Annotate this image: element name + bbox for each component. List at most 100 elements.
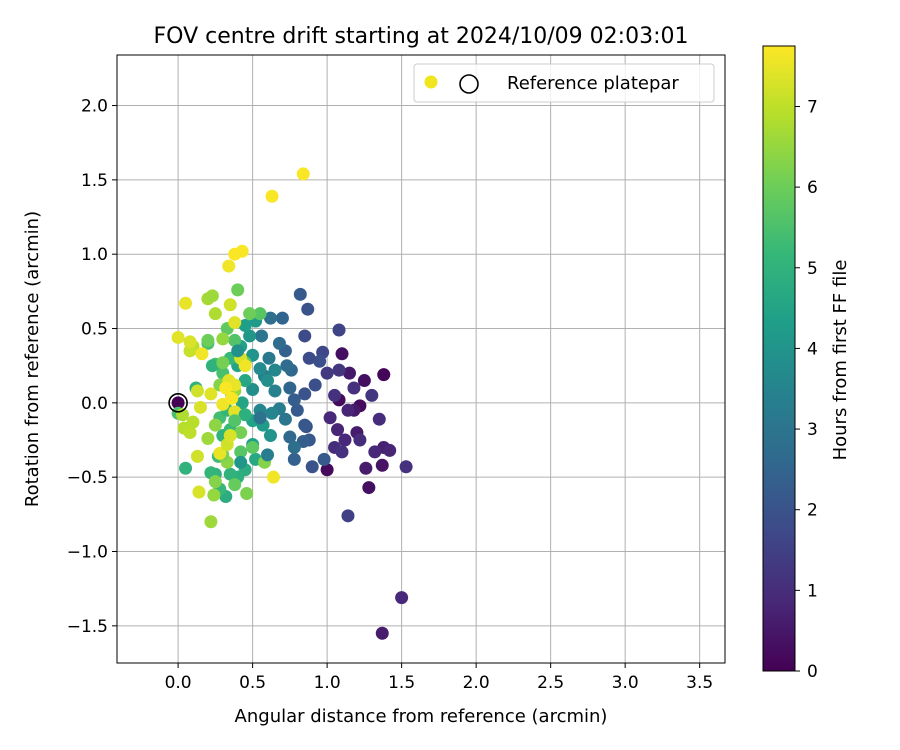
scatter-point: [255, 329, 269, 343]
scatter-point: [335, 347, 349, 361]
scatter-point: [222, 259, 236, 273]
scatter-point: [223, 429, 237, 443]
scatter-point: [225, 391, 239, 405]
legend-ref-marker: [459, 74, 479, 94]
scatter-point: [375, 626, 389, 640]
scatter-point: [359, 461, 373, 475]
legend-box: [413, 63, 715, 103]
scatter-point: [338, 433, 352, 447]
scatter-point: [290, 403, 304, 417]
legend-label: Reference platepar: [507, 73, 679, 94]
scatter-point: [183, 426, 197, 440]
scatter-point: [265, 189, 279, 203]
scatter-point: [372, 412, 386, 426]
scatter-point: [332, 323, 346, 337]
colorbar-tick-label: 6: [807, 178, 818, 198]
y-tick-label: 2.0: [81, 97, 108, 117]
y-tick-label: 0.0: [81, 394, 108, 414]
scatter-point: [320, 463, 334, 477]
scatter-point: [235, 244, 249, 258]
scatter-point: [207, 488, 221, 502]
scatter-point: [204, 387, 218, 401]
y-tick-label: 1.0: [81, 245, 108, 265]
scatter-point: [296, 167, 310, 181]
scatter-point: [298, 418, 312, 432]
y-axis-ticks: −1.5 −1.0 −0.5 0.0 0.5 1.0 1.5 2.0: [67, 97, 117, 637]
scatter-point: [238, 374, 252, 388]
scatter-point: [335, 445, 349, 459]
scatter-point: [263, 429, 277, 443]
scatter-point: [368, 445, 382, 459]
scatter-point: [357, 374, 371, 388]
colorbar: 0 1 2 3 4 5 6 7 Hours from first FF file: [762, 45, 851, 682]
scatter-point: [278, 412, 292, 426]
scatter-point: [234, 445, 248, 459]
reference-marker: [168, 393, 188, 413]
scatter-point: [216, 356, 230, 370]
colorbar-tick-label: 4: [807, 339, 818, 359]
scatter-point: [313, 354, 327, 368]
scatter-point: [362, 481, 376, 495]
colorbar-tick-label: 1: [807, 581, 818, 601]
scatter-point: [228, 478, 242, 492]
scatter-point: [204, 515, 218, 529]
y-tick-label: −1.0: [67, 543, 108, 563]
scatter-point: [375, 458, 389, 472]
scatter-point: [383, 443, 397, 457]
scatter-point: [246, 440, 260, 454]
scatter-point: [190, 449, 204, 463]
scatter-point: [341, 403, 355, 417]
scatter-point: [192, 485, 206, 499]
x-tick-label: 3.5: [686, 673, 713, 693]
scatter-point: [287, 440, 301, 454]
colorbar-ticks: 0 1 2 3 4 5 6 7: [795, 97, 818, 682]
scatter-point: [243, 329, 257, 343]
colorbar-gradient: [762, 45, 796, 672]
colorbar-label: Hours from first FF file: [830, 260, 851, 461]
scatter-point: [234, 426, 248, 440]
scatter-point: [272, 336, 286, 350]
scatter-point: [223, 298, 237, 312]
scatter-point: [263, 311, 277, 325]
scatter-point: [228, 316, 242, 330]
y-tick-label: 1.5: [81, 171, 108, 191]
scatter-point: [293, 287, 307, 301]
colorbar-tick-label: 7: [807, 97, 818, 117]
scatter-point: [283, 430, 297, 444]
scatter-point: [243, 307, 257, 321]
scatter-point: [265, 406, 279, 420]
scatter-point: [246, 382, 260, 396]
x-tick-label: 3.0: [612, 673, 639, 693]
scatter-point: [266, 470, 280, 484]
scatter-point: [317, 452, 331, 466]
scatter-point: [261, 448, 275, 462]
scatter-point: [201, 333, 215, 347]
scatter-point: [213, 446, 227, 460]
scatter-point: [228, 405, 242, 419]
y-tick-label: −1.5: [67, 617, 108, 637]
plot-frame: [116, 54, 726, 664]
scatter-point: [208, 307, 222, 321]
scatter-point: [183, 335, 197, 349]
scatter-point: [186, 415, 200, 429]
scatter-point: [201, 432, 215, 446]
scatter-point: [301, 302, 315, 316]
scatter-point: [223, 467, 237, 481]
scatter-point: [208, 418, 222, 432]
scatter-point: [305, 460, 319, 474]
y-tick-label: −0.5: [67, 468, 108, 488]
scatter-point: [231, 344, 245, 358]
scatter-point: [253, 362, 267, 376]
scatter-point: [171, 396, 185, 410]
scatter-point: [302, 351, 316, 365]
scatter-point: [283, 381, 297, 395]
scatter-point: [377, 368, 391, 382]
x-axis-ticks: 0.0 0.5 1.0 1.5 2.0 2.5 3.0 3.5: [165, 663, 713, 693]
x-tick-label: 2.0: [463, 673, 490, 693]
scatter-point: [298, 329, 312, 343]
scatter-point: [238, 408, 252, 422]
scatter-point: [179, 296, 193, 310]
scatter-points: [171, 167, 413, 640]
scatter-point: [347, 381, 361, 395]
